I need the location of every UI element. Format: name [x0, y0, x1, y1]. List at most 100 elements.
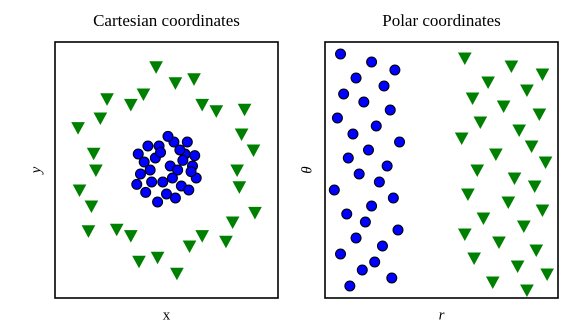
triangle-point	[187, 73, 201, 86]
circle-point	[183, 184, 195, 196]
circle-point	[335, 48, 347, 60]
triangle-point	[501, 196, 516, 210]
triangle-point	[81, 225, 96, 238]
y-axis-label: θ	[299, 166, 315, 174]
triangle-point	[489, 148, 503, 162]
triangle-point	[234, 128, 249, 142]
triangle-point	[246, 144, 261, 158]
circle-point	[366, 200, 378, 212]
circle-point	[376, 240, 388, 252]
circle-point	[328, 184, 340, 196]
y-axis-label: y	[28, 166, 44, 175]
circle-point	[370, 120, 382, 132]
circle-point	[138, 156, 150, 168]
triangle-point	[123, 98, 138, 112]
triangle-point	[71, 122, 85, 135]
chart-title: Cartesian coordinates	[93, 11, 240, 30]
triangle-point	[504, 60, 519, 74]
circle-point	[162, 130, 174, 142]
triangle-point	[89, 164, 103, 178]
circle-point	[389, 64, 401, 76]
triangle-point	[510, 260, 525, 274]
triangle-point	[461, 188, 475, 202]
triangle-point	[109, 223, 124, 237]
circle-point	[131, 178, 143, 190]
circle-point	[358, 96, 370, 108]
circle-point	[394, 136, 406, 148]
triangle-point	[237, 103, 252, 117]
circle-point	[157, 176, 169, 188]
circle-point	[152, 196, 164, 208]
triangle-point	[535, 68, 550, 82]
circle-point	[347, 128, 359, 140]
triangle-point	[532, 108, 547, 122]
triangle-point	[225, 216, 240, 230]
circle-point	[155, 146, 167, 158]
triangle-point	[496, 100, 511, 114]
triangle-point	[182, 240, 197, 254]
circle-point	[146, 176, 158, 188]
triangle-point	[195, 230, 210, 243]
triangle-point	[86, 147, 101, 161]
triangle-point	[492, 236, 506, 250]
triangle-point	[195, 98, 210, 112]
circle-point	[161, 188, 172, 200]
circle-point	[373, 176, 385, 188]
circle-point	[378, 80, 390, 92]
circle-point	[174, 144, 186, 156]
circle-point	[392, 224, 404, 236]
triangle-point	[520, 284, 534, 298]
circle-point	[140, 186, 152, 198]
triangle-point	[473, 116, 488, 130]
circle-point	[359, 216, 371, 228]
triangle-point	[535, 204, 550, 218]
plot-frame	[54, 41, 279, 299]
circle-point	[172, 164, 184, 176]
circle-point	[366, 56, 378, 68]
x-axis-label: r	[439, 307, 445, 323]
circle-point	[381, 160, 393, 172]
circle-point	[189, 150, 201, 162]
triangle-point	[520, 84, 534, 98]
circle-point	[169, 192, 181, 204]
triangle-point	[457, 52, 472, 66]
triangle-point	[170, 267, 184, 281]
circle-point	[384, 104, 396, 116]
triangle-point	[93, 112, 108, 126]
triangle-point	[136, 88, 151, 102]
triangle-point	[454, 132, 469, 146]
triangle-point	[209, 105, 224, 118]
triangle-point	[123, 230, 138, 243]
triangle-point	[476, 212, 491, 226]
circle-point	[134, 168, 146, 180]
circle-point	[386, 272, 398, 284]
triangle-point	[470, 164, 485, 178]
triangle-point	[481, 76, 495, 90]
triangle-point	[516, 220, 531, 234]
triangle-point	[527, 180, 542, 194]
triangle-point	[524, 140, 539, 154]
triangle-point	[230, 164, 244, 178]
circle-point	[353, 168, 365, 180]
triangle-point	[72, 184, 87, 198]
circle-point	[132, 148, 144, 160]
triangle-point	[465, 92, 480, 106]
triangle-point	[150, 251, 165, 265]
circle-point	[177, 154, 189, 166]
circle-point	[335, 248, 347, 260]
triangle-point	[168, 77, 183, 90]
triangle-point	[219, 235, 233, 249]
x-axis-label: x	[163, 307, 171, 323]
triangle-point	[507, 172, 522, 186]
triangle-point	[232, 181, 247, 194]
circle-point	[350, 72, 362, 84]
circle-point	[387, 192, 399, 204]
triangle-point	[84, 200, 99, 214]
circle-point	[181, 136, 193, 148]
triangle-point	[149, 61, 163, 74]
triangle-point	[467, 252, 481, 266]
circle-point	[341, 208, 353, 220]
circle-point	[338, 88, 350, 100]
triangle-point	[540, 268, 554, 282]
